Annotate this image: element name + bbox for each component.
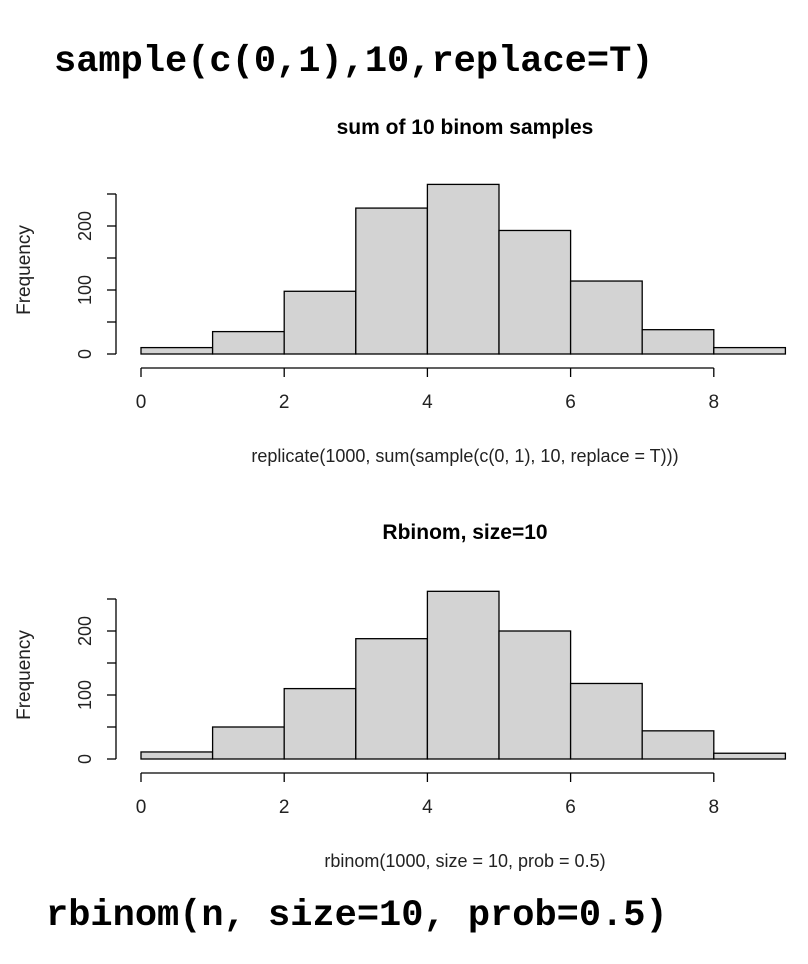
chart1-y-tick-label-0: 0 — [75, 349, 95, 359]
chart1-bar-2 — [211, 330, 285, 355]
chart2-y-tick-label-0: 0 — [75, 754, 95, 764]
chart1-bar-8 — [641, 329, 715, 355]
chart2-y-tick-label-100: 100 — [75, 680, 95, 710]
chart2-bar-3 — [283, 687, 357, 760]
chart1-bar-7 — [569, 280, 643, 355]
chart2-bar-1 — [140, 751, 214, 760]
chart2-x-label: rbinom(1000, size = 10, prob = 0.5) — [324, 851, 605, 871]
chart1-bar-3 — [283, 290, 357, 355]
chart1-bar-6 — [498, 229, 572, 355]
chart2-bar-6 — [498, 630, 572, 760]
chart1-x-tick-label-0: 0 — [136, 392, 147, 413]
chart1-x-tick-label-2: 2 — [279, 392, 290, 413]
chart2-x-tick-label-0: 0 — [136, 797, 147, 818]
chart2-y-tick-label-200: 200 — [75, 616, 95, 646]
bottom-code-caption: rbinom(n, size=10, prob=0.5) — [46, 895, 668, 937]
chart1-title: sum of 10 binom samples — [337, 116, 594, 139]
chart2-y-label: Frequency — [14, 630, 35, 720]
chart2-bar-9 — [713, 752, 787, 760]
chart1-bar-1 — [140, 346, 214, 355]
chart2-bar-5 — [426, 590, 500, 760]
chart1-bar-9 — [713, 346, 787, 355]
chart1-x-tick-label-4: 4 — [422, 392, 433, 413]
chart1-x-tick-label-8: 8 — [709, 392, 720, 413]
chart1-bar-4 — [355, 207, 429, 355]
histogram-sum-of-samples: sum of 10 binom samples 0 2 4 6 8 0 100 200 Frequ… — [14, 116, 787, 466]
chart2-x-tick-label-8: 8 — [709, 797, 720, 818]
chart2-bar-4 — [355, 638, 429, 760]
chart1-y-tick-label-200: 200 — [75, 211, 95, 241]
histogram-rbinom: Rbinom, size=10 0 2 4 6 8 0 100 200 Frequency rbin… — [14, 521, 787, 871]
chart1-x-tick-label-6: 6 — [565, 392, 576, 413]
chart2-x-tick-label-4: 4 — [422, 797, 433, 818]
chart1-x-label: replicate(1000, sum(sample(c(0, 1), 10, … — [251, 446, 678, 466]
chart1-y-label: Frequency — [14, 225, 35, 315]
top-code-caption: sample(c(0,1),10,replace=T) — [54, 41, 654, 83]
chart2-bar-2 — [211, 726, 285, 760]
chart2-x-tick-label-2: 2 — [279, 797, 290, 818]
chart1-y-tick-label-100: 100 — [75, 275, 95, 305]
chart2-bar-8 — [641, 730, 715, 760]
chart1-bar-5 — [426, 183, 500, 355]
chart2-bar-7 — [569, 682, 643, 760]
chart2-x-tick-label-6: 6 — [565, 797, 576, 818]
chart2-title: Rbinom, size=10 — [382, 521, 547, 544]
